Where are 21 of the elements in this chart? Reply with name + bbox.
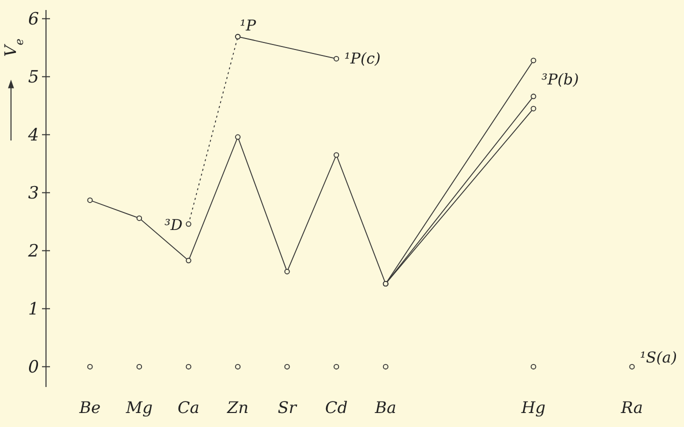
x-tick-label: Ba	[374, 398, 396, 417]
x-tick-label: Be	[78, 398, 101, 417]
x-tick-label: Cd	[325, 398, 348, 417]
y-tick-label: 6	[28, 10, 40, 30]
x-tick-label: Sr	[278, 398, 298, 417]
annotation: ³D	[164, 216, 183, 234]
y-tick-label: 3	[28, 184, 39, 204]
series-label: ¹S(a)	[640, 348, 678, 367]
annotation: ¹P	[240, 16, 257, 35]
y-tick-label: 2	[27, 242, 39, 262]
y-tick-label: 1	[28, 300, 39, 320]
x-tick-label: Ra	[620, 398, 643, 417]
x-tick-label: Zn	[226, 398, 249, 417]
y-tick-label: 5	[28, 68, 39, 88]
x-tick-label: Hg	[520, 398, 546, 417]
series-label: ³P(b)	[541, 70, 580, 88]
x-tick-label: Ca	[178, 398, 200, 417]
y-tick-label: 0	[28, 358, 40, 378]
series-label: ¹P(c)	[344, 50, 381, 68]
y-tick-label: 4	[27, 126, 39, 146]
x-tick-label: Mg	[124, 398, 153, 417]
